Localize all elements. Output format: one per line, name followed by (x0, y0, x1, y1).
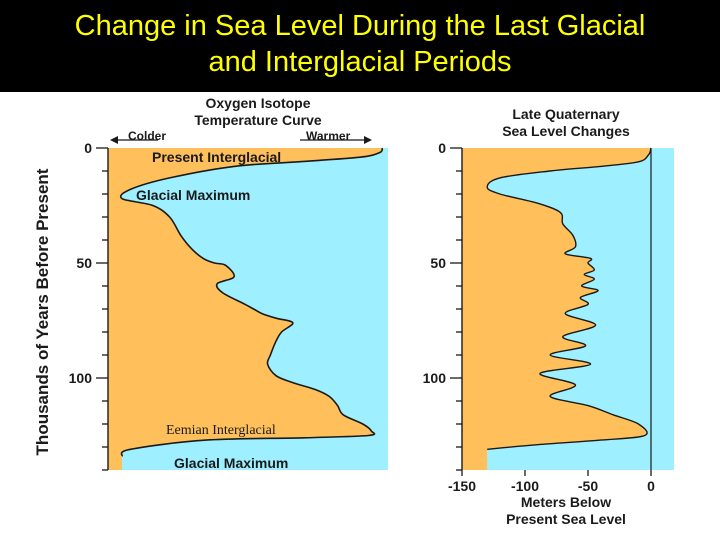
colder-arrowhead (110, 136, 118, 144)
warmer-label: Warmer (306, 129, 351, 143)
right-chart-title-line2: Sea Level Changes (502, 123, 630, 139)
right-chart-title-line1: Late Quaternary (512, 106, 620, 122)
eemian-interglacial-label: Eemian Interglacial (166, 423, 276, 438)
left-y-ticks: 0 50 100 (69, 140, 108, 471)
right-x-axis-label-line1: Meters Below (521, 494, 611, 510)
slide-title: Change in Sea Level During the Last Glac… (0, 0, 720, 92)
left-y-tick-label-100: 100 (69, 370, 93, 386)
left-y-tick-label-50: 50 (76, 255, 92, 271)
right-y-tick-label-0: 0 (438, 140, 446, 156)
temperature-curve-line (119, 147, 384, 457)
present-interglacial-label: Present Interglacial (152, 149, 281, 165)
right-x-tick-label-0: 0 (647, 478, 655, 494)
y-axis-label: Thousands of Years Before Present (33, 168, 52, 455)
right-x-axis-label-line2: Present Sea Level (506, 511, 626, 527)
right-x-ticks: -150 -100 -50 0 (448, 470, 655, 494)
glacial-maximum-label-2: Glacial Maximum (174, 455, 288, 471)
left-chart-title-line2: Temperature Curve (194, 112, 322, 128)
left-chart-title-line1: Oxygen Isotope (205, 95, 310, 111)
left-y-tick-label-0: 0 (84, 140, 92, 156)
sea-level-chart: Late Quaternary Sea Level Changes 0 50 100… (423, 106, 674, 527)
right-x-tick-label--100: -100 (511, 478, 539, 494)
sea-level-curve-line (486, 147, 652, 450)
warmer-arrowhead (364, 136, 372, 144)
right-x-tick-label--50: -50 (578, 478, 598, 494)
right-y-tick-label-100: 100 (423, 370, 447, 386)
right-x-tick-label--150: -150 (448, 478, 476, 494)
glacial-maximum-label-1: Glacial Maximum (136, 187, 250, 203)
colder-label: Colder (128, 129, 166, 143)
slide-title-line2: and Interglacial Periods (208, 46, 512, 78)
right-y-tick-label-50: 50 (430, 255, 446, 271)
slide-title-line1: Change in Sea Level During the Last Glac… (74, 10, 646, 42)
right-warm-region (462, 148, 651, 470)
oxygen-isotope-chart: Oxygen Isotope Temperature Curve Colder … (69, 95, 388, 471)
right-y-ticks: 0 50 100 (423, 140, 462, 471)
